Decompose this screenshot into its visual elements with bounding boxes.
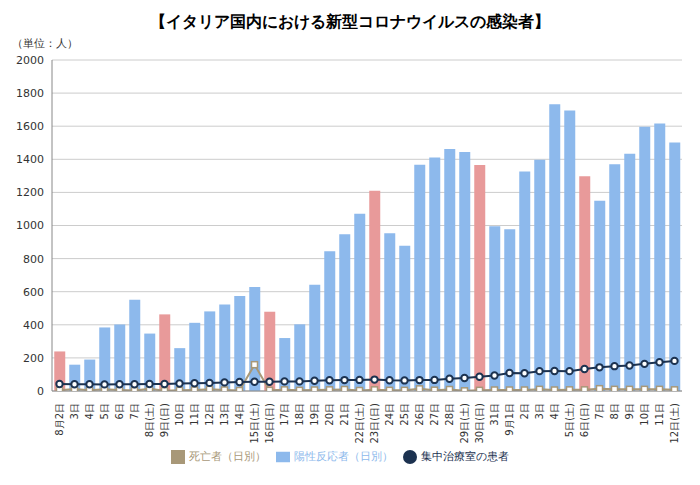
- svg-text:30日(日): 30日(日): [474, 403, 485, 444]
- svg-text:22日(土): 22日(土): [354, 403, 365, 444]
- svg-text:200: 200: [23, 352, 44, 365]
- svg-text:7日: 7日: [594, 403, 605, 419]
- svg-text:3日: 3日: [534, 403, 545, 419]
- svg-text:1600: 1600: [16, 120, 44, 133]
- svg-text:8日: 8日: [609, 403, 620, 419]
- svg-text:1200: 1200: [16, 186, 44, 199]
- svg-text:11日: 11日: [654, 403, 665, 426]
- svg-text:9日(日): 9日(日): [159, 403, 170, 437]
- svg-text:6日: 6日: [114, 403, 125, 419]
- svg-text:2000: 2000: [16, 54, 44, 67]
- svg-text:26日: 26日: [414, 403, 425, 426]
- svg-text:12日: 12日: [204, 403, 215, 426]
- svg-text:18日: 18日: [294, 403, 305, 426]
- svg-text:7日: 7日: [129, 403, 140, 419]
- svg-text:11日: 11日: [189, 403, 200, 426]
- svg-text:800: 800: [23, 253, 44, 266]
- svg-text:19日: 19日: [309, 403, 320, 426]
- svg-text:23日(日): 23日(日): [369, 403, 380, 444]
- html-text:【イタリア国内における新型コロナウイルスの感染者】: 【イタリア国内における新型コロナウイルスの感染者】: [150, 12, 550, 31]
- svg-text:28日: 28日: [444, 403, 455, 426]
- svg-text:8日(土): 8日(土): [144, 403, 155, 437]
- svg-text:27日: 27日: [429, 403, 440, 426]
- svg-text:12日(土): 12日(土): [669, 403, 680, 444]
- svg-text:3日: 3日: [69, 403, 80, 419]
- svg-text:21日: 21日: [339, 403, 350, 426]
- svg-text:1400: 1400: [16, 153, 44, 166]
- svg-text:400: 400: [23, 319, 44, 332]
- svg-text:14日: 14日: [234, 403, 245, 426]
- html-text:集中治療室の患者: 集中治療室の患者: [421, 450, 509, 463]
- svg-text:5日(土): 5日(土): [564, 403, 575, 437]
- svg-text:4日: 4日: [84, 403, 95, 419]
- svg-text:16日(日): 16日(日): [264, 403, 275, 444]
- svg-text:4日: 4日: [549, 403, 560, 419]
- svg-text:10日: 10日: [639, 403, 650, 426]
- svg-text:31日: 31日: [489, 403, 500, 426]
- svg-text:29日(土): 29日(土): [459, 403, 470, 444]
- svg-text:1800: 1800: [16, 87, 44, 100]
- svg-text:25日: 25日: [399, 403, 410, 426]
- svg-text:24日: 24日: [384, 403, 395, 426]
- svg-text:0: 0: [37, 385, 44, 398]
- svg-text:15日(土): 15日(土): [249, 403, 260, 444]
- svg-text:5日: 5日: [99, 403, 110, 419]
- html-text:陽性反応者（日別）: 陽性反応者（日別）: [294, 450, 393, 463]
- svg-text:9月1日: 9月1日: [504, 403, 515, 436]
- html-text:（単位：人）: （単位：人）: [12, 37, 78, 50]
- svg-text:2日: 2日: [519, 403, 530, 419]
- svg-text:9日: 9日: [624, 403, 635, 419]
- svg-text:1000: 1000: [16, 219, 44, 232]
- svg-text:6日(日): 6日(日): [579, 403, 590, 437]
- svg-text:20日: 20日: [324, 403, 335, 426]
- svg-text:600: 600: [23, 286, 44, 299]
- svg-text:8月2日: 8月2日: [54, 403, 65, 436]
- svg-text:17日: 17日: [279, 403, 290, 426]
- svg-text:13日: 13日: [219, 403, 230, 426]
- svg-text:10日: 10日: [174, 403, 185, 426]
- html-text:死亡者（日別）: 死亡者（日別）: [189, 450, 266, 463]
